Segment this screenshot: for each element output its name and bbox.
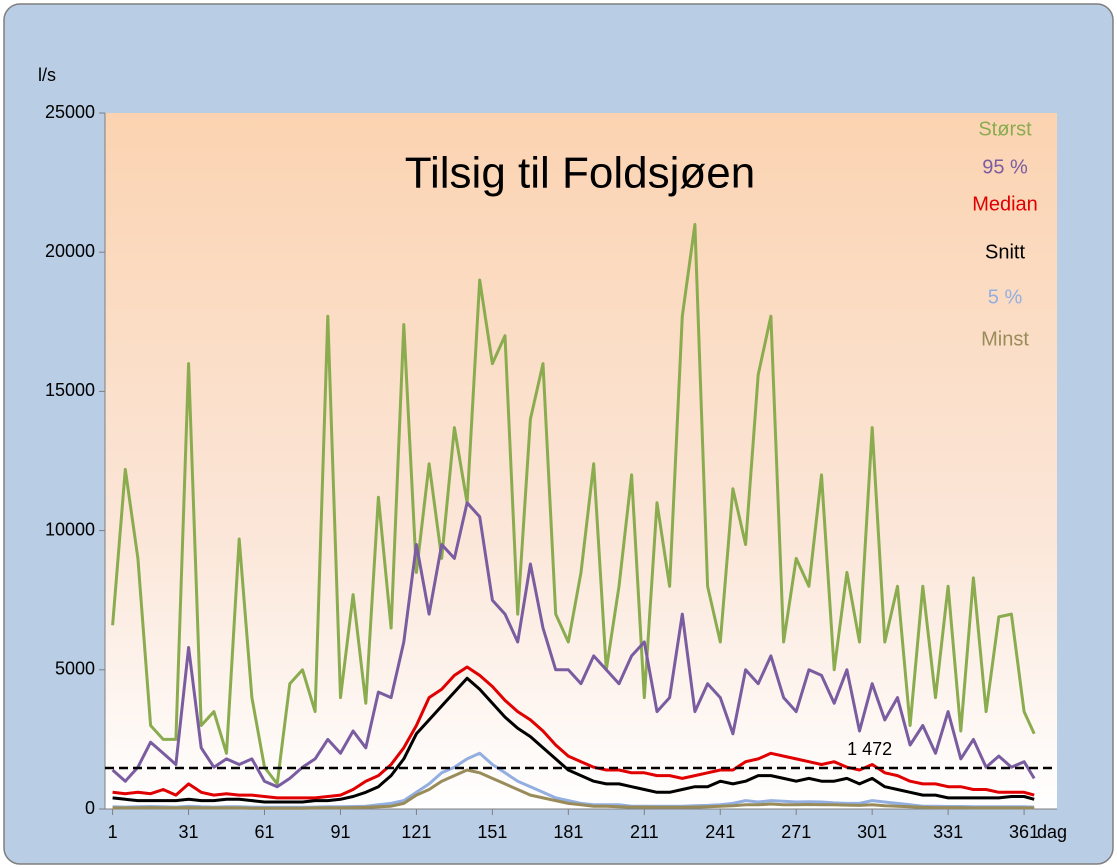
x-tick-label: 271 [781,822,811,842]
y-tick-label: 5000 [55,659,95,679]
y-tick-label: 15000 [45,380,95,400]
chart-title: Tilsig til Foldsjøen [405,149,755,198]
x-tick-label: 31 [179,822,199,842]
legend-entry: Snitt [985,241,1025,263]
x-tick-label: 361 [1009,822,1039,842]
y-axis-label: l/s [38,65,56,85]
x-tick-label: 1 [108,822,118,842]
plot-area [105,113,1057,809]
x-tick-label: 121 [401,822,431,842]
legend-entry: Minst [981,328,1029,350]
x-tick-label: 61 [254,822,274,842]
y-tick-label: 0 [85,798,95,818]
series-line [112,665,1035,800]
y-tick-label: 10000 [45,519,95,539]
legend-entry: Størst [978,118,1032,140]
x-axis-label: dag [1037,822,1067,842]
y-tick-label: 20000 [45,241,95,261]
legend-entry: 95 % [982,156,1028,178]
legend-entry: 5 % [988,286,1023,308]
x-tick-label: 211 [630,822,659,842]
x-tick-label: 181 [553,822,583,842]
x-tick-label: 151 [477,822,507,842]
y-tick-label: 25000 [45,102,95,122]
series-line [111,501,1036,789]
series-line [112,676,1035,804]
reference-label: 1 472 [847,739,892,759]
x-tick-label: 301 [857,822,887,842]
x-tick-label: 331 [933,822,963,842]
x-tick-label: 241 [705,822,735,842]
series-line [112,768,1035,810]
legend-entry: Median [972,193,1038,215]
series-line [111,222,1036,786]
x-tick-label: 91 [330,822,350,842]
